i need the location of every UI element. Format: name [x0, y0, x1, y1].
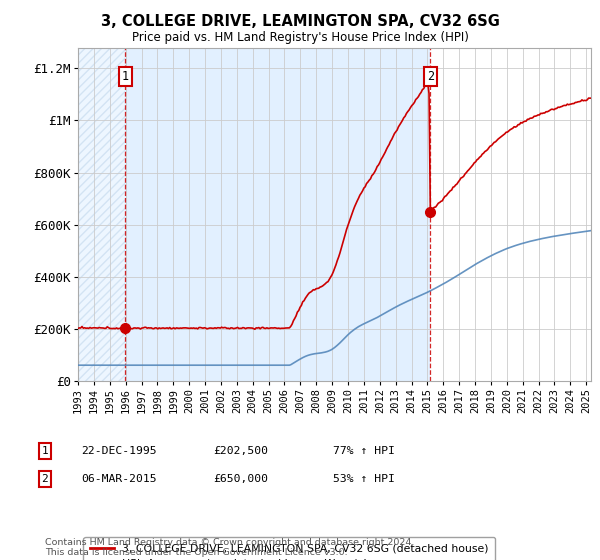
- Text: 3, COLLEGE DRIVE, LEAMINGTON SPA, CV32 6SG: 3, COLLEGE DRIVE, LEAMINGTON SPA, CV32 6…: [101, 14, 499, 29]
- Text: Price paid vs. HM Land Registry's House Price Index (HPI): Price paid vs. HM Land Registry's House …: [131, 31, 469, 44]
- Bar: [78, 48, 125, 381]
- Text: £202,500: £202,500: [213, 446, 268, 456]
- Text: 53% ↑ HPI: 53% ↑ HPI: [333, 474, 395, 484]
- Text: £650,000: £650,000: [213, 474, 268, 484]
- Text: Contains HM Land Registry data © Crown copyright and database right 2024.
This d: Contains HM Land Registry data © Crown c…: [45, 538, 415, 557]
- Text: 2: 2: [427, 70, 434, 83]
- Text: 2: 2: [41, 474, 49, 484]
- Text: 1: 1: [41, 446, 49, 456]
- Bar: [125, 48, 430, 381]
- Text: 22-DEC-1995: 22-DEC-1995: [81, 446, 157, 456]
- Text: 77% ↑ HPI: 77% ↑ HPI: [333, 446, 395, 456]
- Text: 1: 1: [122, 70, 129, 83]
- Text: 06-MAR-2015: 06-MAR-2015: [81, 474, 157, 484]
- Legend: 3, COLLEGE DRIVE, LEAMINGTON SPA, CV32 6SG (detached house), HPI: Average price,: 3, COLLEGE DRIVE, LEAMINGTON SPA, CV32 6…: [83, 537, 496, 560]
